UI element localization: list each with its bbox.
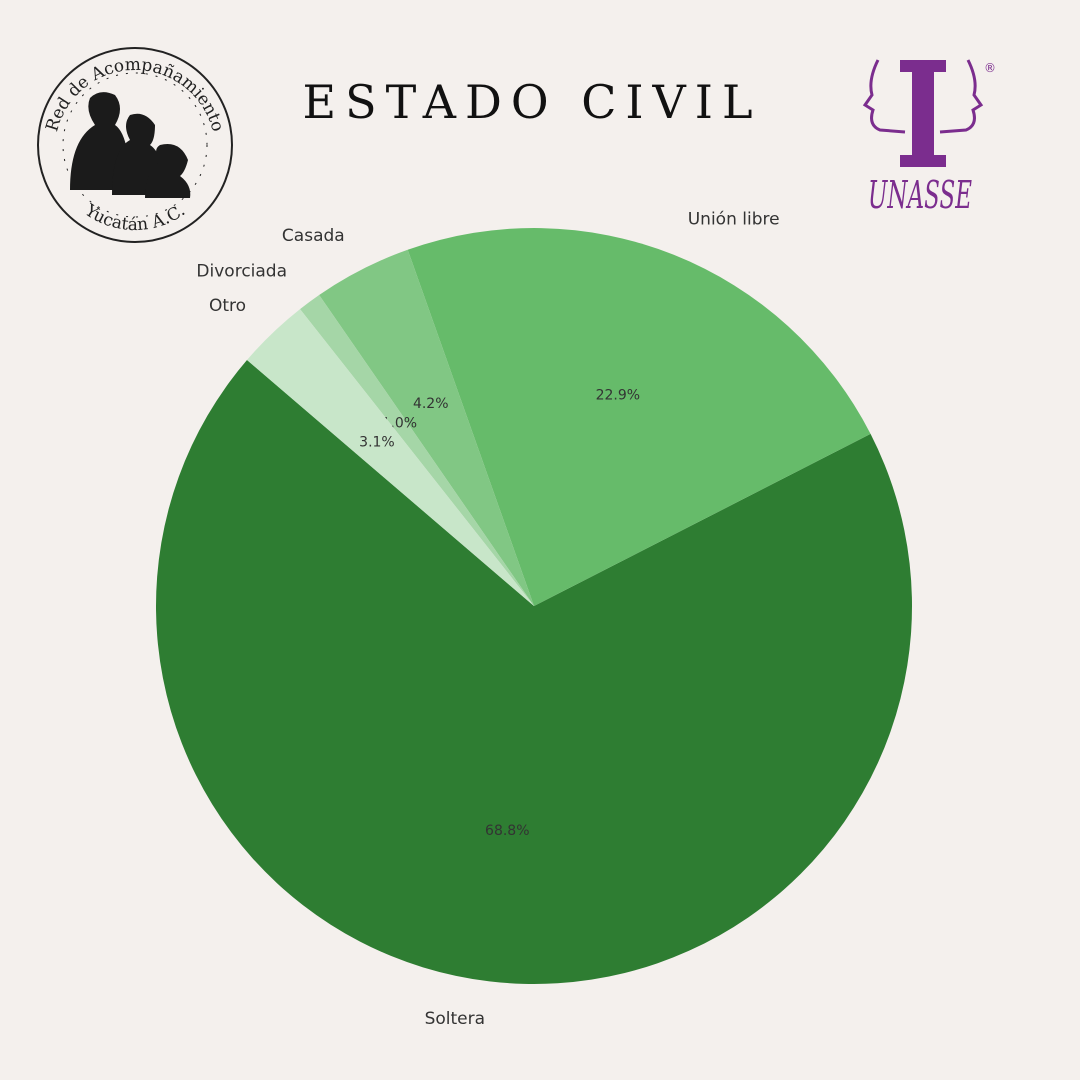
logo-column: [900, 60, 946, 72]
slice-label: Unión libre: [688, 210, 780, 230]
slice-value-label: 4.2%: [413, 396, 449, 412]
logo-column: [912, 72, 934, 157]
logo-right: UNASSE ®: [862, 59, 996, 217]
logo-dots: [62, 72, 208, 218]
pie-slice: [319, 249, 534, 606]
slice-label: Casada: [282, 226, 345, 246]
pie-slice: [155, 360, 913, 985]
slice-value-label: 68.8%: [485, 823, 529, 839]
slice-label: Otro: [209, 296, 246, 316]
logo-mark: ®: [984, 61, 996, 75]
logo-ring: [37, 47, 233, 243]
slice-value-label: 3.1%: [359, 434, 395, 450]
slice-value-label: 22.9%: [596, 387, 640, 403]
logo-text: UNASSE: [868, 173, 972, 217]
logo-figure: [145, 144, 191, 198]
pie-slice: [300, 295, 534, 606]
pie-slice: [246, 309, 534, 606]
chart-title: ESTADO CIVIL: [303, 75, 762, 129]
logo-face: [862, 59, 906, 134]
slice-label: Soltera: [425, 1009, 485, 1029]
slice-label: Divorciada: [196, 261, 287, 281]
pie-slice: [407, 228, 871, 606]
logo-column: [900, 155, 946, 167]
logo-face: [939, 59, 984, 134]
